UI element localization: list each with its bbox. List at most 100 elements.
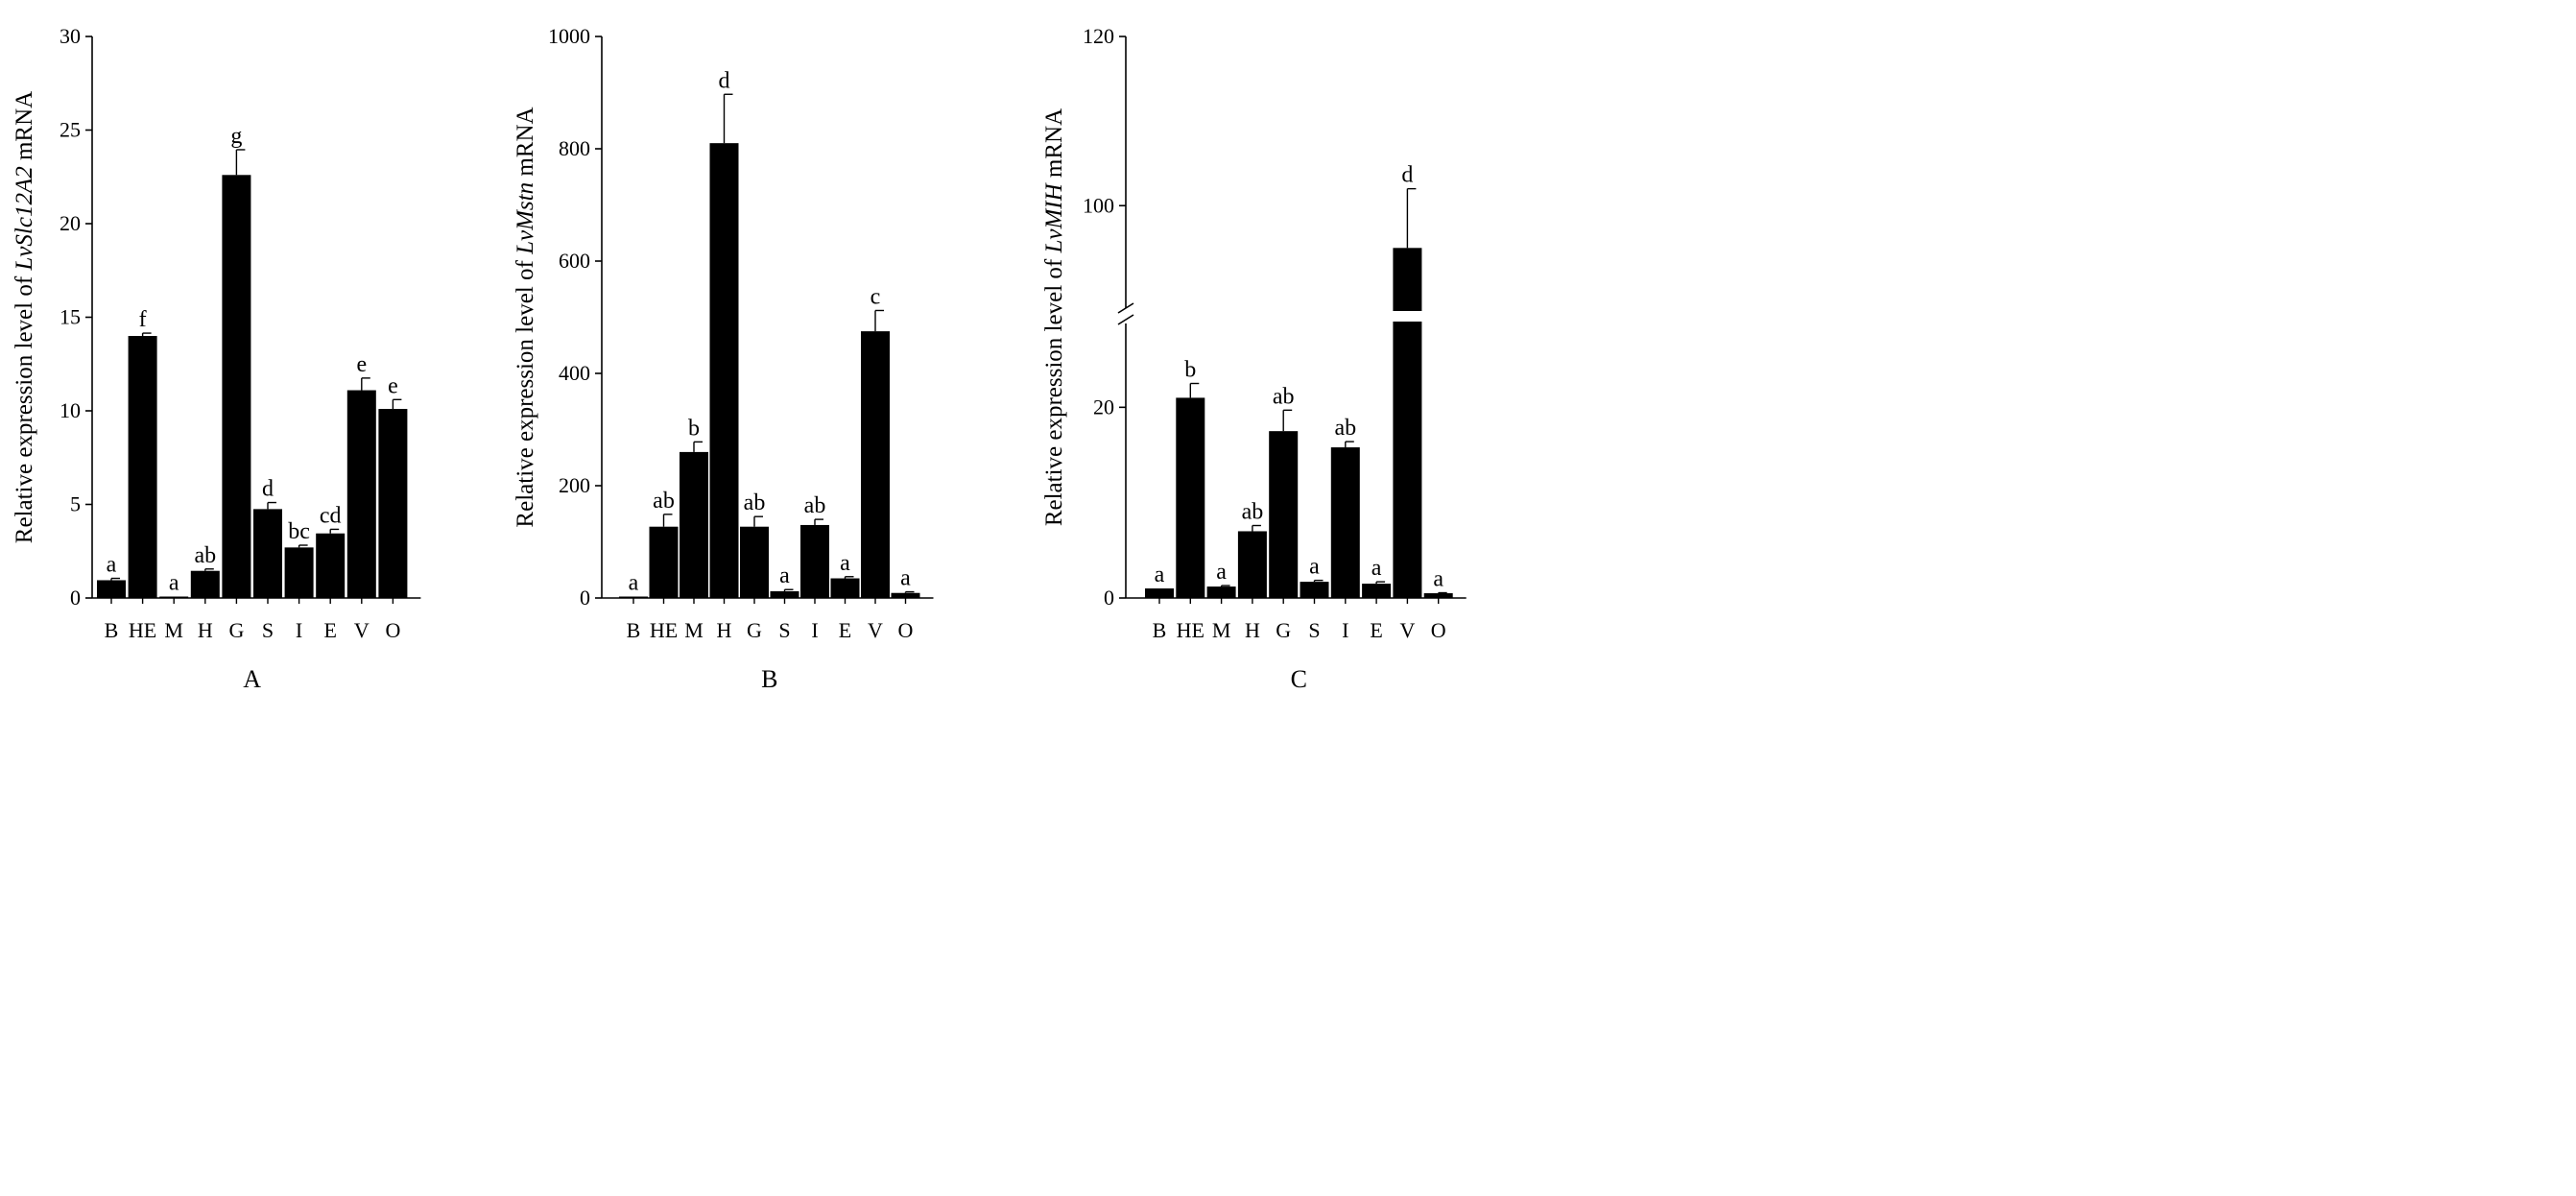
significance-letter: a bbox=[629, 571, 639, 596]
x-tick-label: S bbox=[1308, 618, 1320, 642]
x-tick-label: E bbox=[323, 618, 336, 642]
significance-letter: a bbox=[900, 566, 911, 591]
y-tick-label: 0 bbox=[1104, 586, 1114, 610]
y-tick-label: 5 bbox=[70, 492, 81, 516]
bar-break-gap bbox=[1392, 311, 1423, 322]
x-tick-label: O bbox=[1431, 618, 1446, 642]
bar bbox=[1330, 447, 1360, 598]
bar bbox=[316, 533, 346, 598]
significance-letter: a bbox=[1433, 567, 1443, 592]
bar bbox=[1145, 588, 1174, 598]
x-tick-label: S bbox=[778, 618, 790, 642]
significance-letter: a bbox=[1309, 555, 1320, 580]
bar bbox=[1423, 593, 1453, 598]
x-tick-label: I bbox=[811, 618, 818, 642]
bar bbox=[253, 509, 282, 598]
significance-letter: a bbox=[107, 553, 117, 578]
bar bbox=[128, 336, 157, 598]
panel-label: C bbox=[1291, 665, 1307, 693]
x-tick-label: V bbox=[868, 618, 883, 642]
significance-letter: b bbox=[1184, 358, 1196, 383]
bar bbox=[378, 409, 408, 598]
significance-letter: a bbox=[779, 563, 790, 588]
significance-letter: bc bbox=[288, 519, 310, 544]
significance-letter: c bbox=[871, 284, 881, 309]
bar bbox=[1237, 531, 1267, 598]
bar bbox=[1362, 584, 1392, 598]
significance-letter: d bbox=[1401, 163, 1413, 188]
significance-letter: e bbox=[356, 352, 367, 377]
bar bbox=[190, 570, 220, 598]
x-tick-label: G bbox=[1276, 618, 1291, 642]
panel-c: 0 20 100 120 Ba HE b Ma Hab Gab Sa Iab Ea Vd Oa Relativ… bbox=[1041, 24, 1467, 693]
y-axis-label: Relative expression level of LvSlc12A2 m… bbox=[12, 91, 37, 543]
significance-letter: g bbox=[230, 124, 242, 149]
significance-letter: e bbox=[388, 373, 398, 398]
y-axis-label: Relative expression level of LvMIH mRNA bbox=[1041, 108, 1067, 526]
x-tick-label: V bbox=[354, 618, 370, 642]
y-tick-label: 200 bbox=[559, 473, 590, 497]
y-tick-label: 600 bbox=[559, 249, 590, 273]
x-tick-label: B bbox=[627, 618, 641, 642]
bar bbox=[1393, 248, 1422, 598]
bar bbox=[1300, 582, 1329, 598]
axis-break-mark bbox=[1117, 302, 1134, 314]
x-tick-label: M bbox=[684, 618, 704, 642]
bar bbox=[740, 526, 769, 598]
significance-letter: cd bbox=[320, 503, 342, 528]
x-tick-label: HE bbox=[1177, 618, 1205, 642]
significance-letter: ab bbox=[1273, 384, 1295, 409]
y-tick-label: 1000 bbox=[548, 24, 590, 48]
bar bbox=[222, 175, 251, 599]
x-tick-label: HE bbox=[650, 618, 678, 642]
bar bbox=[649, 526, 679, 598]
bar bbox=[891, 592, 920, 598]
y-tick-label: 30 bbox=[60, 24, 81, 48]
x-tick-label: O bbox=[898, 618, 914, 642]
significance-letter: a bbox=[840, 551, 850, 576]
bar bbox=[1176, 397, 1205, 598]
significance-letter: d bbox=[262, 477, 274, 502]
x-tick-label: S bbox=[262, 618, 274, 642]
significance-letter: f bbox=[139, 307, 147, 332]
x-tick-label: I bbox=[1342, 618, 1348, 642]
significance-letter: ab bbox=[804, 493, 826, 518]
x-tick-label: E bbox=[839, 618, 851, 642]
significance-letter: ab bbox=[1242, 500, 1264, 525]
bar bbox=[709, 143, 739, 598]
bar bbox=[800, 524, 829, 598]
bar bbox=[284, 547, 314, 598]
y-tick-label: 120 bbox=[1083, 24, 1114, 48]
y-tick-label: 0 bbox=[580, 586, 590, 610]
y-tick-label: 400 bbox=[559, 361, 590, 385]
axis-break-mark bbox=[1117, 314, 1134, 325]
x-tick-label: M bbox=[164, 618, 183, 642]
x-tick-label: G bbox=[747, 618, 762, 642]
bar bbox=[770, 590, 799, 598]
significance-letter: b bbox=[688, 416, 700, 441]
x-tick-label: H bbox=[198, 618, 213, 642]
x-tick-label: H bbox=[1245, 618, 1260, 642]
bar bbox=[830, 578, 860, 598]
bar bbox=[1269, 431, 1299, 598]
y-tick-label: 10 bbox=[60, 398, 81, 422]
panel-a: 051015202530BaHEfMaHabGgSdIbcEcdVeOeRela… bbox=[12, 24, 421, 693]
panel-label: B bbox=[761, 665, 777, 693]
significance-letter: ab bbox=[653, 489, 675, 514]
bar bbox=[619, 596, 648, 598]
panel-b: 0 200 400 600 800 1000 Ba HE ab Mb Hd Gab Sa Iab Ea Vc O… bbox=[513, 24, 934, 693]
x-tick-label: B bbox=[1153, 618, 1167, 642]
x-tick-label: B bbox=[105, 618, 119, 642]
y-tick-label: 20 bbox=[60, 211, 81, 235]
bar bbox=[680, 451, 708, 598]
y-tick-label: 25 bbox=[60, 118, 81, 142]
x-tick-label: E bbox=[1370, 618, 1382, 642]
x-tick-label: O bbox=[385, 618, 400, 642]
x-tick-label: H bbox=[717, 618, 732, 642]
x-tick-label: V bbox=[1399, 618, 1415, 642]
panel-label: A bbox=[243, 665, 261, 693]
significance-letter: a bbox=[1216, 560, 1227, 585]
significance-letter: ab bbox=[1334, 416, 1356, 441]
figure: 051015202530BaHEfMaHabGgSdIbcEcdVeOeRela… bbox=[12, 24, 1467, 693]
y-axis-label: Relative expression level of LvMstn mRNA bbox=[513, 107, 538, 527]
